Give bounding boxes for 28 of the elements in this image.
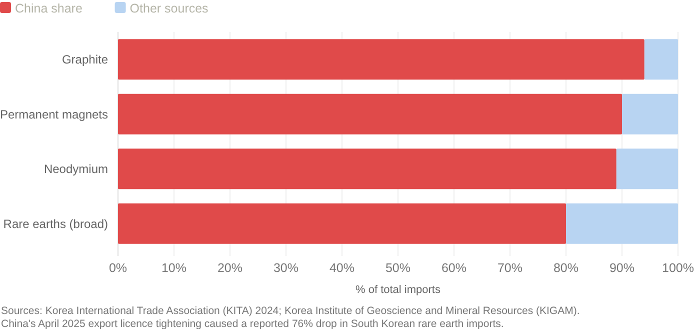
legend-label: China share <box>15 2 82 16</box>
x-tick-label: 70% <box>497 261 523 275</box>
legend-label: Other sources <box>130 2 208 16</box>
y-tick-label: Rare earths (broad) <box>3 216 108 231</box>
x-tick-label: 50% <box>385 261 411 275</box>
bar <box>622 94 678 134</box>
bar <box>644 39 678 80</box>
y-tick-label: Neodymium <box>44 162 108 176</box>
x-tick-label: 90% <box>609 261 635 275</box>
bar <box>566 203 678 244</box>
bar <box>118 148 616 190</box>
x-tick-label: 30% <box>273 261 299 275</box>
x-tick-label: 40% <box>329 261 355 275</box>
x-tick-label: 100% <box>662 261 694 275</box>
bar <box>118 39 644 80</box>
bar <box>118 94 622 134</box>
y-tick-label: Permanent magnets <box>0 107 108 122</box>
x-axis-title: % of total imports <box>356 284 441 296</box>
y-tick-label: Graphite <box>62 52 108 67</box>
bar <box>118 203 566 244</box>
x-tick-label: 0% <box>108 261 128 275</box>
x-tick-label: 20% <box>217 261 243 275</box>
x-tick-label: 80% <box>553 261 579 275</box>
source-note: Sources: Korea International Trade Association (KITA) 2024; Korea Institute of Geoscience and Mineral Resources (KIGAM). <box>1 305 580 317</box>
x-tick-label: 10% <box>161 261 187 275</box>
bar <box>616 148 678 190</box>
x-tick-label: 60% <box>441 261 467 275</box>
text: China's April 2025 export licence tightening caused a reported 76% drop in South Korean rare earth imports. <box>1 318 504 329</box>
